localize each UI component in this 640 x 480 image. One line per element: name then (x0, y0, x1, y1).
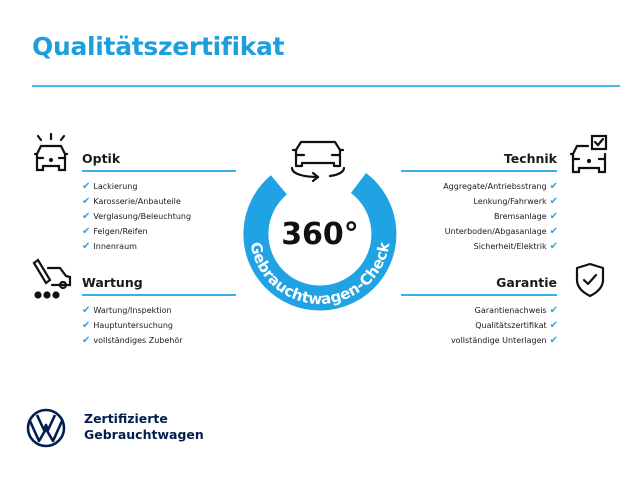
check-icon: ✔ (549, 335, 558, 346)
car-lights-icon (33, 132, 69, 172)
section-divider (401, 294, 557, 296)
technik-list: Aggregate/Antriebsstrang ✔ Lenkung/Fahrwe… (443, 179, 558, 254)
list-item: Qualitätszertifikat ✔ (475, 320, 558, 331)
brand-line-2: Gebrauchtwagen (84, 427, 204, 442)
check-icon: ✔ (549, 181, 558, 192)
list-item: Aggregate/Antriebsstrang ✔ (443, 181, 558, 192)
check-icon: ✔ (549, 211, 558, 222)
list-item: ✔ Hauptuntersuchung (82, 320, 174, 331)
list-item: Unterboden/Abgasanlage ✔ (444, 226, 558, 237)
check-icon: ✔ (549, 320, 558, 331)
list-item: ✔ Verglasung/Beleuchtung (82, 211, 192, 222)
check-icon: ✔ (549, 196, 558, 207)
brand-text: Zertifizierte Gebrauchtwagen (84, 411, 204, 443)
page-title: Qualitätszertifikat (32, 32, 285, 61)
badge-ring (243, 173, 397, 311)
list-item: Lenkung/Fahrwerk ✔ (473, 196, 558, 207)
check-icon: ✔ (82, 305, 91, 316)
list-item: ✔ Lackierung (82, 181, 138, 192)
check-icon: ✔ (82, 241, 91, 252)
check-icon: ✔ (82, 335, 91, 346)
check-icon: ✔ (549, 226, 558, 237)
check-icon: ✔ (82, 181, 91, 192)
section-divider (82, 170, 236, 172)
list-item: vollständige Unterlagen ✔ (450, 335, 558, 346)
badge-360-text: 360° (281, 217, 359, 252)
garantie-list: Garantienachweis ✔ Qualitätszertifikat ✔ v… (451, 303, 558, 348)
list-item: Sicherheit/Elektrik ✔ (473, 241, 558, 252)
check-icon: ✔ (82, 226, 91, 237)
section-heading-wartung: Wartung (82, 275, 143, 290)
title-divider (32, 85, 620, 87)
check-icon: ✔ (549, 241, 558, 252)
optik-list: ✔ Lackierung ✔ Karosserie/Anbauteile ✔ Verg… (82, 179, 191, 254)
car-rotate-icon (290, 140, 346, 183)
list-item: Bremsanlage ✔ (494, 211, 558, 222)
shield-check-icon (575, 262, 605, 298)
service-tools-icon (32, 258, 72, 299)
list-item: ✔ vollständiges Zubehör (82, 335, 183, 346)
section-divider (401, 170, 557, 172)
list-item: ✔ Wartung/Inspektion (82, 305, 172, 316)
list-item: ✔ Felgen/Reifen (82, 226, 148, 237)
section-divider (82, 294, 236, 296)
check-icon: ✔ (549, 305, 558, 316)
vw-logo (26, 408, 66, 448)
car-checklist-icon (569, 134, 608, 174)
list-item: ✔ Karosserie/Anbauteile (82, 196, 181, 207)
check-icon: ✔ (82, 320, 91, 331)
wartung-list: ✔ Wartung/Inspektion ✔ Hauptuntersuchung ✔… (82, 303, 183, 348)
section-heading-garantie: Garantie (496, 275, 557, 290)
section-heading-technik: Technik (503, 151, 557, 166)
brand-line-1: Zertifizierte (84, 411, 168, 426)
list-item: Garantienachweis ✔ (474, 305, 558, 316)
list-item: ✔ Innenraum (82, 241, 137, 252)
check-icon: ✔ (82, 196, 91, 207)
section-heading-optik: Optik (82, 151, 121, 166)
check-icon: ✔ (82, 211, 91, 222)
